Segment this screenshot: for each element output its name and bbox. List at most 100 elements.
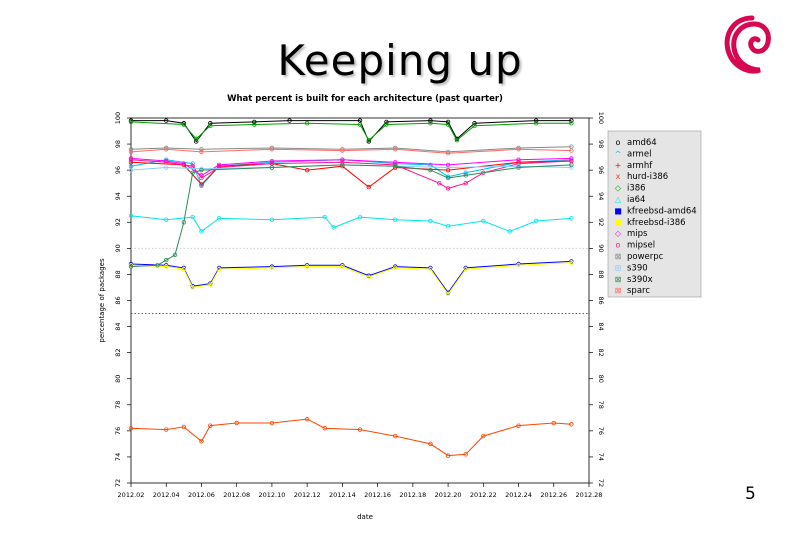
data-point-hurd-i386 bbox=[199, 439, 204, 444]
legend-marker-armel: ^ bbox=[615, 149, 622, 158]
data-point-hurd-i386 bbox=[208, 423, 213, 428]
data-point-kfreebsd-amd64 bbox=[269, 264, 275, 269]
debian-swirl-icon bbox=[724, 15, 771, 74]
data-point-i386 bbox=[252, 122, 257, 127]
y-tick-label-left: 74 bbox=[114, 453, 122, 461]
data-point-ia64 bbox=[164, 217, 169, 222]
data-point-ia64 bbox=[569, 216, 574, 221]
legend-label: kfreebsd-amd64 bbox=[627, 206, 697, 216]
y-tick-label-left: 100 bbox=[114, 112, 122, 124]
data-point-sparc bbox=[393, 147, 398, 152]
data-point-mips bbox=[445, 162, 451, 168]
data-point-kfreebsd-i386 bbox=[181, 267, 187, 272]
data-point-amd64 bbox=[569, 118, 574, 123]
data-point-hurd-i386 bbox=[516, 423, 521, 428]
legend-label: mips bbox=[627, 229, 648, 239]
y-tick-label-right: 86 bbox=[597, 296, 605, 304]
data-point-amd64 bbox=[128, 118, 134, 123]
data-point-hurd-i386 bbox=[445, 453, 451, 458]
y-tick-label-left: 80 bbox=[114, 375, 122, 383]
data-point-s390x bbox=[463, 173, 468, 178]
series-line-hurd-i386 bbox=[130, 418, 572, 457]
data-point-amd64 bbox=[208, 121, 213, 126]
series-line-sparc bbox=[130, 148, 572, 154]
data-point-mipsel bbox=[437, 180, 442, 186]
data-point-mips bbox=[128, 156, 134, 161]
data-point-ia64 bbox=[445, 223, 451, 229]
data-point-hurd-i386 bbox=[322, 426, 327, 431]
data-point-i386 bbox=[193, 136, 199, 142]
y-tick-label-left: 98 bbox=[114, 140, 122, 148]
data-point-kfreebsd-i386 bbox=[428, 267, 433, 272]
legend-marker-s390x: ⊠ bbox=[615, 275, 622, 284]
series-line-kfreebsd-amd64 bbox=[130, 260, 572, 294]
data-point-armel bbox=[463, 170, 468, 175]
data-point-i386 bbox=[472, 123, 477, 129]
y-tick-label-left: 92 bbox=[114, 218, 122, 226]
series-line-ia64 bbox=[130, 215, 572, 233]
data-point-mipsel bbox=[340, 160, 345, 165]
x-tick-label: 2012.16 bbox=[364, 491, 391, 499]
data-point-kfreebsd-i386 bbox=[164, 264, 169, 269]
data-point-kfreebsd-i386 bbox=[128, 263, 134, 268]
data-point-ia64 bbox=[393, 217, 398, 222]
legend-label: armhf bbox=[627, 161, 653, 171]
legend-marker-armhf: + bbox=[615, 161, 622, 170]
data-point-mips bbox=[569, 156, 574, 161]
x-tick-label: 2012.20 bbox=[435, 491, 462, 499]
series-line-armhf bbox=[130, 160, 572, 188]
data-point-s390x bbox=[340, 162, 345, 168]
series-line-mips bbox=[130, 157, 572, 176]
legend-label: s390 bbox=[627, 263, 648, 273]
data-point-mipsel bbox=[164, 160, 169, 165]
data-point-kfreebsd-i386 bbox=[208, 282, 213, 288]
x-axis-label: date bbox=[357, 513, 373, 521]
data-point-s390x bbox=[516, 165, 521, 170]
y-axis-label: percentage of packages bbox=[98, 258, 106, 343]
data-point-s390x bbox=[569, 162, 574, 168]
data-point-mipsel bbox=[463, 180, 468, 186]
data-point-sparc bbox=[164, 147, 169, 152]
x-tick-label: 2012.04 bbox=[153, 491, 180, 499]
legend-marker-powerpc: ⊠ bbox=[615, 252, 622, 261]
data-point-ia64 bbox=[199, 229, 204, 234]
slide-number: 5 bbox=[745, 484, 756, 504]
data-point-hurd-i386 bbox=[569, 422, 574, 427]
data-point-amd64 bbox=[252, 119, 257, 125]
x-tick-label: 2012.10 bbox=[258, 491, 285, 499]
data-point-s390 bbox=[199, 166, 204, 172]
data-point-s390x bbox=[393, 164, 398, 169]
data-point-i386 bbox=[128, 119, 134, 125]
legend-label: kfreebsd-i386 bbox=[627, 218, 686, 228]
data-point-armhf bbox=[366, 184, 372, 190]
legend-marker-mipsel: o bbox=[616, 241, 621, 250]
data-point-i386 bbox=[357, 122, 363, 127]
legend-marker-amd64: o bbox=[616, 138, 621, 147]
legend-marker-ia64: △ bbox=[615, 195, 622, 204]
x-tick-label: 2012.18 bbox=[399, 491, 426, 499]
y-tick-label-left: 90 bbox=[114, 244, 122, 252]
data-point-powerpc bbox=[199, 147, 204, 152]
data-point-mipsel bbox=[445, 186, 451, 191]
y-tick-label-left: 86 bbox=[114, 296, 122, 304]
data-point-armhf bbox=[199, 182, 204, 187]
data-point-kfreebsd-amd64 bbox=[516, 261, 521, 267]
data-point-i386 bbox=[569, 121, 574, 126]
data-point-kfreebsd-i386 bbox=[393, 265, 398, 271]
y-tick-label-right: 84 bbox=[597, 322, 605, 330]
data-point-mips bbox=[269, 158, 275, 164]
data-point-amd64 bbox=[384, 119, 389, 125]
y-tick-label-left: 78 bbox=[114, 401, 122, 409]
series-line-powerpc bbox=[130, 146, 572, 153]
data-point-i386 bbox=[208, 123, 213, 129]
data-point-mips bbox=[216, 162, 222, 168]
y-tick-label-right: 90 bbox=[597, 244, 605, 252]
data-point-hurd-i386 bbox=[481, 433, 486, 439]
legend-label: amd64 bbox=[627, 138, 657, 148]
data-point-i386 bbox=[445, 122, 451, 127]
data-point-ia64 bbox=[507, 229, 512, 234]
data-point-i386 bbox=[181, 122, 187, 127]
data-point-mipsel bbox=[199, 175, 204, 181]
data-point-mips bbox=[181, 161, 187, 166]
legend-label: mipsel bbox=[627, 241, 655, 251]
